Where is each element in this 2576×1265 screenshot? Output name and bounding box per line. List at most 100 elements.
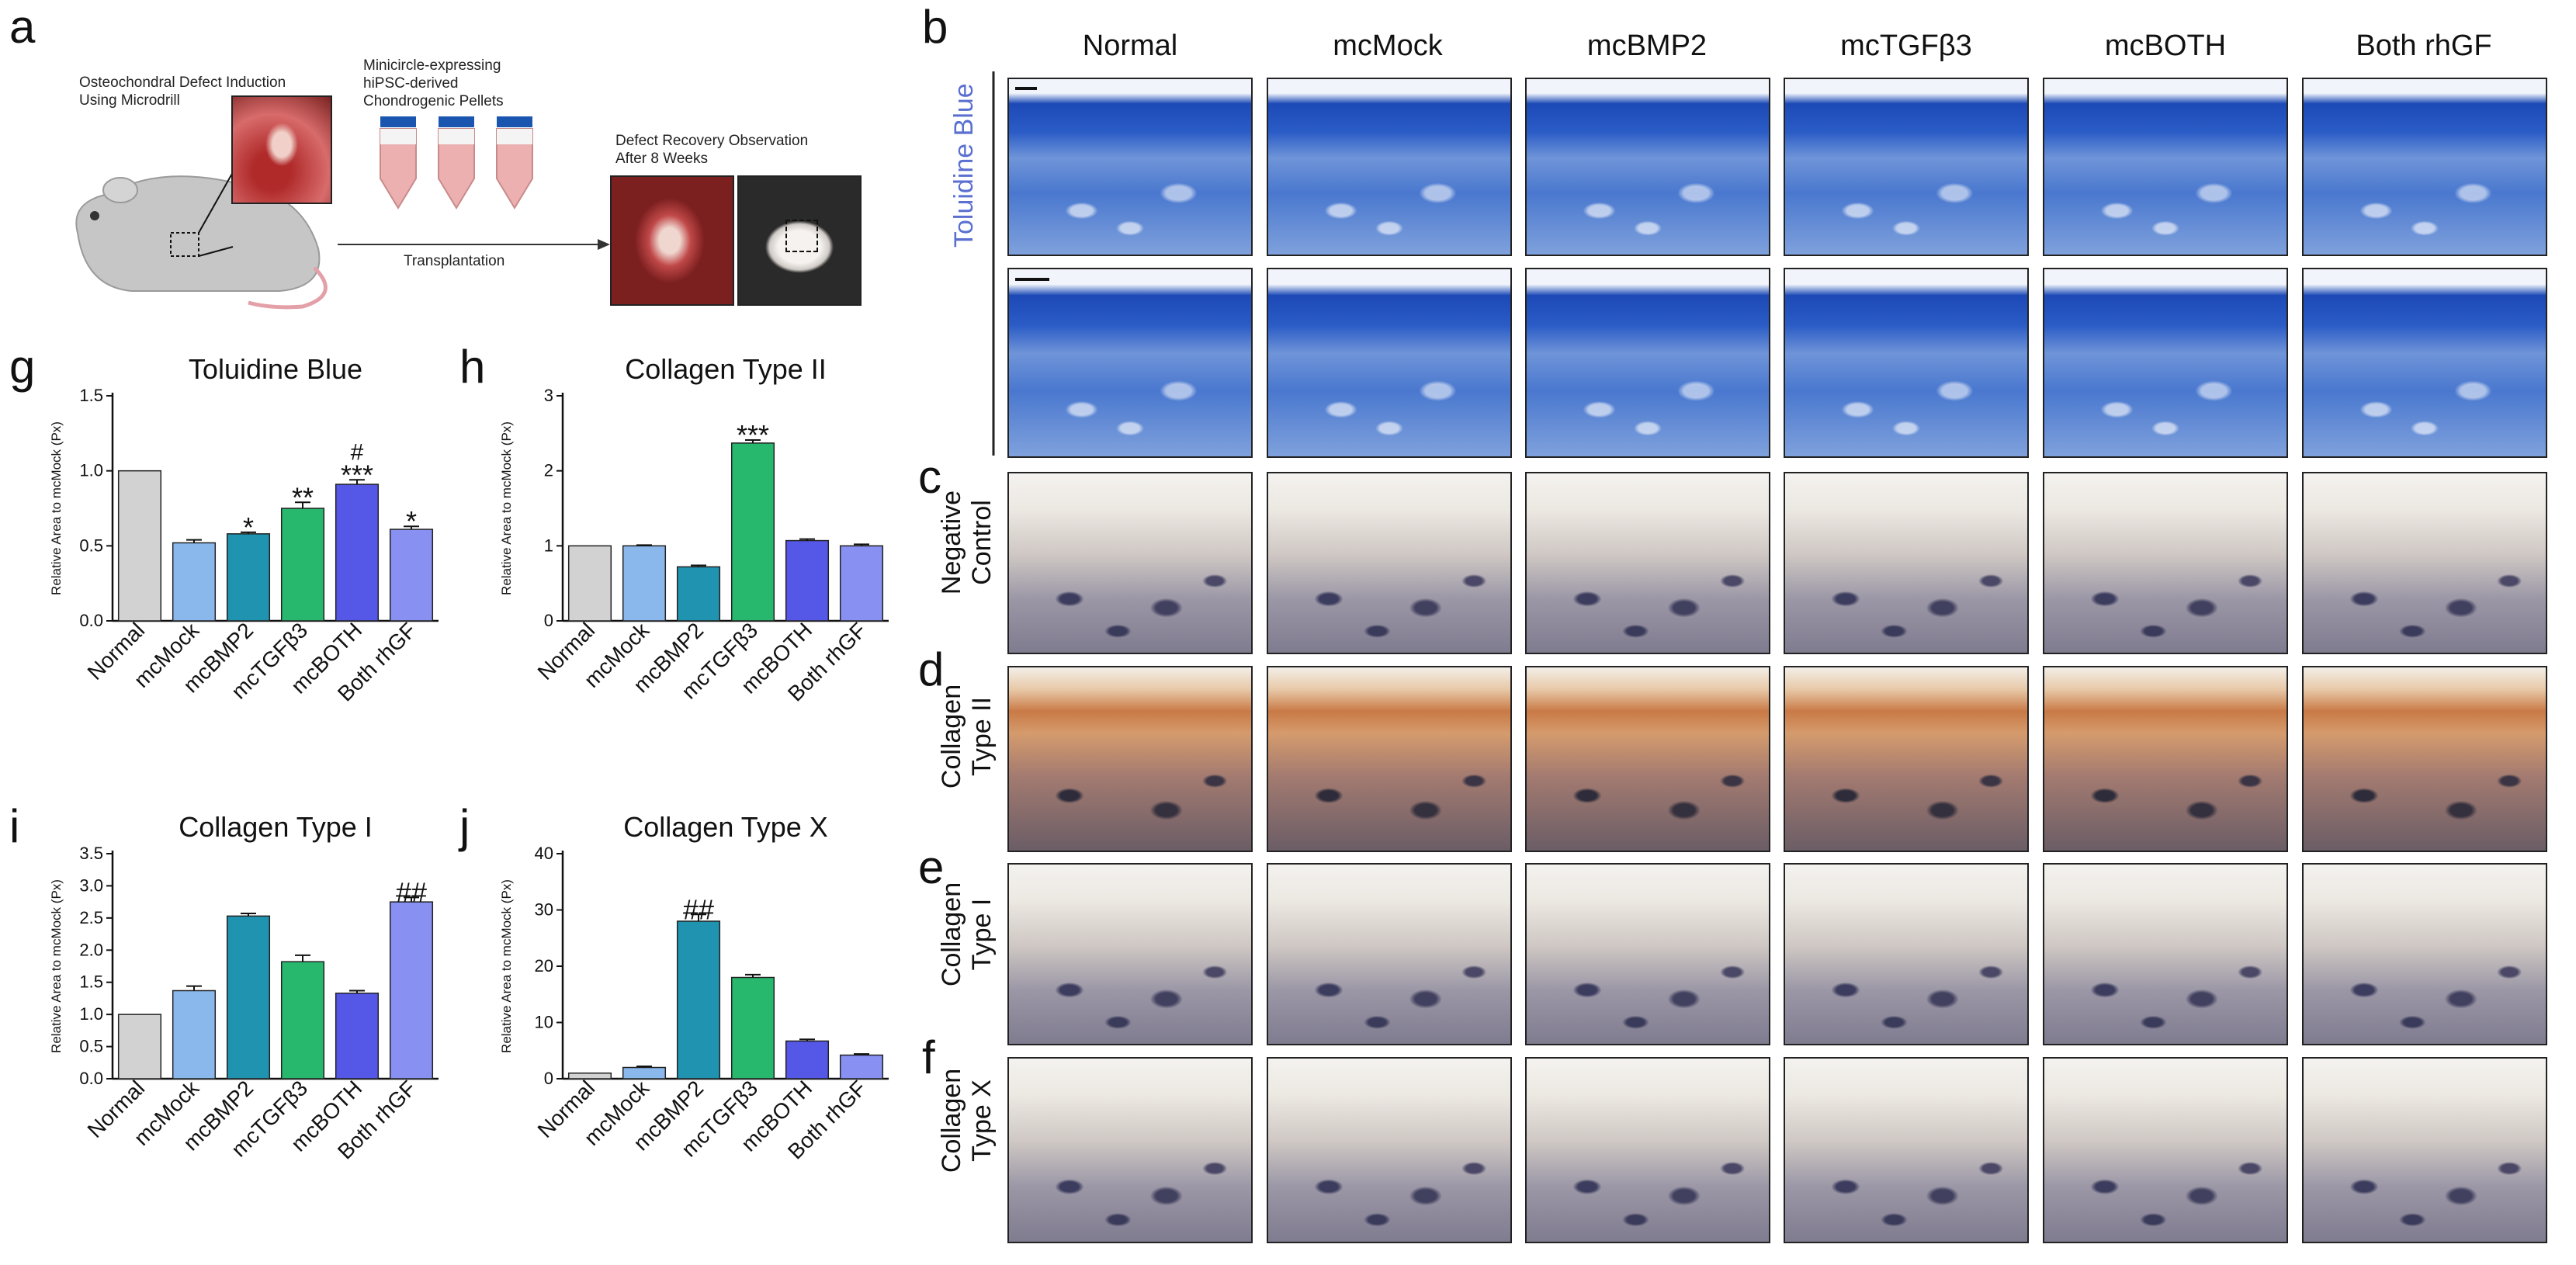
y-tick-label: 0.0 [79,611,103,630]
y-tick-label: 2.0 [79,940,103,959]
defect-induction-line1: Osteochondral Defect Induction [79,75,286,91]
row-label-col10-line1: Collagen [937,1068,966,1173]
tile-toluidine-normal-low [1007,78,1253,256]
panel-label-b: b [922,1,948,53]
tile-negative-mctgfb3 [1784,472,2029,654]
significance-label: * [243,511,254,543]
toluidine-row-bracket [992,71,995,456]
recovery-line2: After 8 Weeks [615,151,708,167]
chart-title: Collagen Type X [623,811,828,843]
chart-j-collagen-type-x: Collagen Type X Relative Area to mcMock (… [450,807,900,1257]
y-tick-label: 30 [535,900,553,920]
panel-label-i: i [9,800,20,852]
bar-mcTGFβ3 [730,442,775,622]
column-header-mcboth: mcBOTH [2104,29,2227,62]
tile-toluidine-normal-high [1007,268,1253,458]
bar-mcTGFβ3 [730,976,775,1080]
tile-toluidine-mcmock-high [1267,268,1512,458]
bar-mcBOTH [785,539,830,622]
bar-mcBMP2 [226,915,271,1080]
panel-label-g: g [9,341,36,393]
tile-col2-mcbmp2 [1525,666,1770,852]
row-label-col2-line2: Type II [967,696,997,777]
surgery-photo [231,95,332,204]
y-tick-label: 1 [544,535,553,555]
tile-negative-mcboth [2043,472,2288,654]
tile-toluidine-mcbmp2-low [1525,78,1770,256]
chart-h-collagen-type-ii: Collagen Type II Relative Area to mcMock … [450,349,900,784]
chart-svg-g: Toluidine Blue Relative Area to mcMock (P… [49,353,439,706]
y-tick-label: 40 [535,844,553,863]
y-tick-label: 3.0 [79,875,103,895]
panel-label-h: h [459,341,486,393]
tile-col2-both-rhgf [2302,666,2547,852]
y-tick-label: 2 [544,461,553,480]
y-axis-label: Relative Area to mcMock (Px) [49,879,64,1053]
tile-col10-both-rhgf [2302,1057,2547,1243]
pellets-line3: Chondrogenic Pellets [363,93,504,109]
y-axis-label: Relative Area to mcMock (Px) [499,421,514,595]
y-axis-label: Relative Area to mcMock (Px) [499,879,514,1053]
y-tick-label: 20 [535,956,553,976]
y-tick-label: 3.5 [79,844,103,863]
y-tick-label: 2.5 [79,908,103,927]
bar-Both rhGF [389,529,434,622]
tile-toluidine-both-rhgf-low [2302,78,2547,256]
bar-mcMock [172,989,217,1080]
mouse-illustration [75,172,328,310]
tile-col1-mctgfb3 [1784,863,2029,1045]
tile-negative-both-rhgf [2302,472,2547,654]
y-tick-label: 1.0 [79,461,103,480]
bar-Normal [117,1014,162,1080]
row-label-toluidine-blue: Toluidine Blue [949,83,979,248]
y-tick-label: 3 [544,386,553,405]
row-label-negative-line1: Negative [937,490,966,595]
bar-Both rhGF [389,901,434,1080]
tile-toluidine-mcmock-low [1267,78,1512,256]
tile-col1-mcmock [1267,863,1512,1045]
y-tick-label: 0.0 [79,1069,103,1088]
chart-title: Toluidine Blue [189,353,362,385]
column-header-both-rhgf: Both rhGF [2356,29,2492,62]
y-tick-label: 1.5 [79,972,103,992]
tile-col10-mcbmp2 [1525,1057,1770,1243]
transplantation-arrow [338,239,610,250]
significance-label: ## [683,893,714,925]
bar-mcMock [622,545,667,622]
row-label-collagen-type-x: Collagen Type X [918,1069,1011,1173]
row-label-col2-line1: Collagen [937,684,966,789]
row-label-collagen-type-i: Collagen Type I [918,882,1011,986]
y-tick-label: 1.5 [79,386,103,405]
y-tick-label: 0.5 [79,535,103,555]
chart-svg-j: Collagen Type X Relative Area to mcMock (… [499,811,889,1164]
tile-col2-normal [1007,666,1253,852]
tile-col1-normal [1007,863,1253,1045]
row-label-negative-line2: Control [967,500,997,585]
tile-col2-mctgfb3 [1784,666,2029,852]
tile-negative-mcmock [1267,472,1512,654]
pellets-line2: hiPSC-derived [363,75,459,92]
bar-Normal [567,545,612,622]
y-tick-label: 0.5 [79,1037,103,1056]
recovery-photo-joint [610,175,734,306]
chart-title: Collagen Type II [625,353,827,385]
panel-label-c: c [918,451,941,503]
bar-Both rhGF [839,545,884,622]
row-label-col1-line2: Type I [967,898,997,971]
bar-mcTGFβ3 [280,508,325,622]
significance-label: *** [737,419,769,451]
significance-label: ## [396,876,427,908]
tile-col2-mcmock [1267,666,1512,852]
bar-mcBOTH [335,483,380,622]
tile-col10-mcboth [2043,1057,2288,1243]
panel-label-e: e [918,841,945,893]
panel-label-f: f [922,1031,935,1083]
tile-negative-mcbmp2 [1525,472,1770,654]
pellet-tubes-illustration [380,116,533,210]
significance-label: *** [341,459,373,490]
chart-i-collagen-type-i: Collagen Type I Relative Area to mcMock (… [0,807,450,1257]
tile-col10-mcmock [1267,1057,1512,1243]
column-header-mcmock: mcMock [1333,29,1443,62]
column-header-normal: Normal [1082,29,1178,62]
tile-toluidine-mcbmp2-high [1525,268,1770,458]
